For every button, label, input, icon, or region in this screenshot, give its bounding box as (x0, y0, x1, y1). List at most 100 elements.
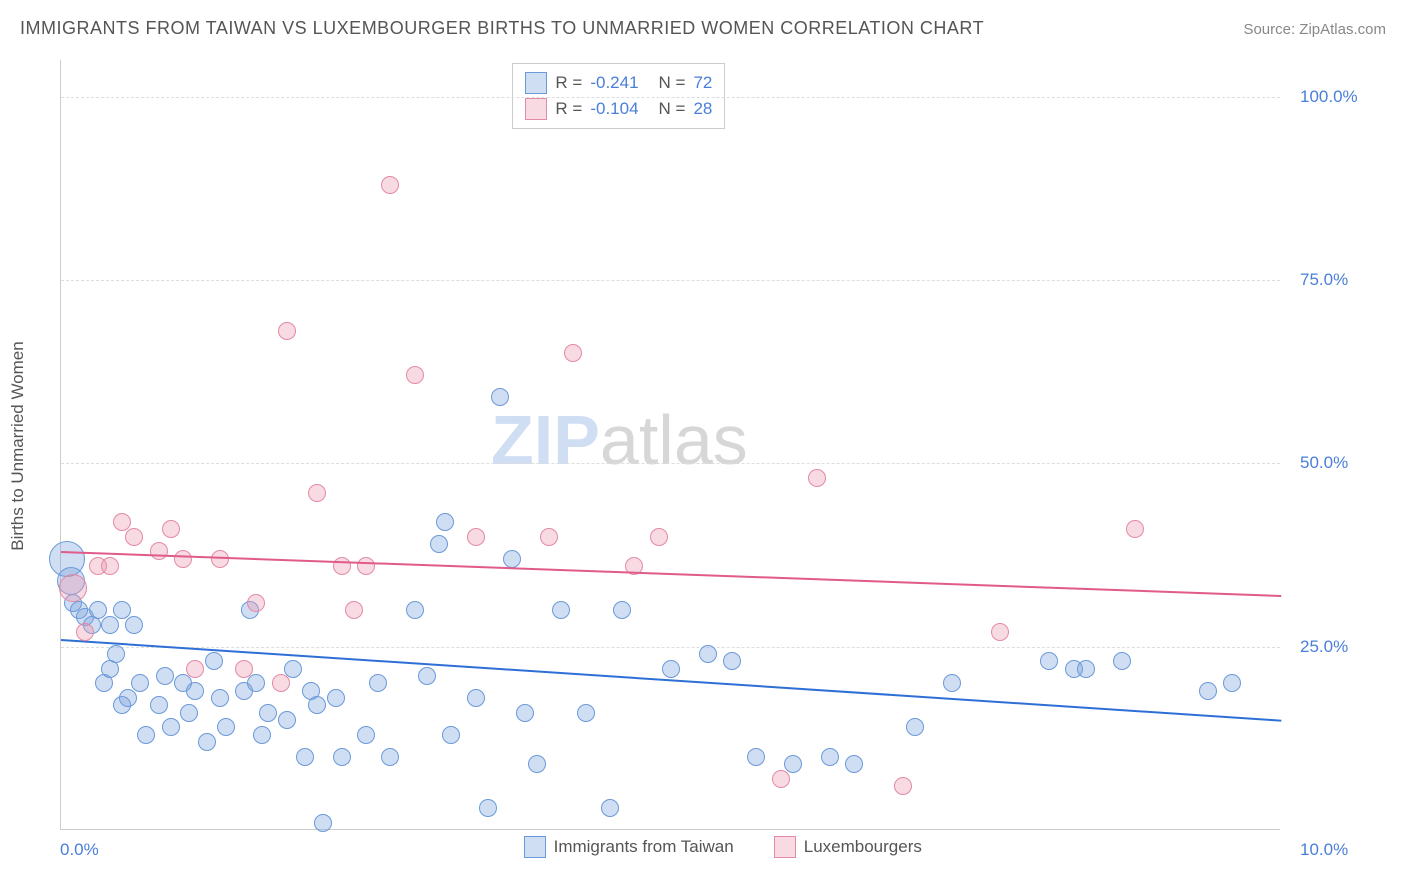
scatter-point-luxembourg (808, 469, 826, 487)
legend-r-label: R = (555, 99, 582, 119)
series-legend-item-taiwan: Immigrants from Taiwan (524, 836, 734, 858)
y-tick-label: 25.0% (1300, 637, 1348, 657)
scatter-point-luxembourg (174, 550, 192, 568)
scatter-point-luxembourg (772, 770, 790, 788)
scatter-point-taiwan (333, 748, 351, 766)
scatter-point-taiwan (150, 696, 168, 714)
gridline (61, 463, 1280, 464)
legend-swatch-taiwan (524, 836, 546, 858)
scatter-point-luxembourg (564, 344, 582, 362)
scatter-point-taiwan (845, 755, 863, 773)
scatter-point-taiwan (125, 616, 143, 634)
x-tick-label: 0.0% (60, 840, 99, 860)
legend-n-value: 28 (693, 99, 712, 119)
scatter-point-taiwan (211, 689, 229, 707)
scatter-point-luxembourg (278, 322, 296, 340)
x-tick-label: 10.0% (1300, 840, 1348, 860)
chart-header: IMMIGRANTS FROM TAIWAN VS LUXEMBOURGER B… (20, 18, 1386, 39)
trend-line-luxembourg (61, 551, 1281, 597)
scatter-point-taiwan (613, 601, 631, 619)
legend-r-value: -0.241 (590, 73, 638, 93)
scatter-point-taiwan (1223, 674, 1241, 692)
series-legend-label: Immigrants from Taiwan (554, 837, 734, 857)
scatter-point-luxembourg (59, 574, 87, 602)
scatter-point-luxembourg (540, 528, 558, 546)
scatter-point-taiwan (101, 616, 119, 634)
y-tick-label: 100.0% (1300, 87, 1358, 107)
scatter-point-luxembourg (186, 660, 204, 678)
scatter-point-luxembourg (162, 520, 180, 538)
scatter-point-taiwan (516, 704, 534, 722)
scatter-point-taiwan (119, 689, 137, 707)
scatter-point-taiwan (131, 674, 149, 692)
series-legend: Immigrants from Taiwan Luxembourgers (524, 836, 922, 858)
scatter-point-taiwan (747, 748, 765, 766)
scatter-point-taiwan (137, 726, 155, 744)
scatter-point-taiwan (442, 726, 460, 744)
scatter-point-taiwan (406, 601, 424, 619)
scatter-point-taiwan (436, 513, 454, 531)
legend-n-value: 72 (693, 73, 712, 93)
scatter-point-taiwan (259, 704, 277, 722)
scatter-point-taiwan (723, 652, 741, 670)
scatter-point-taiwan (205, 652, 223, 670)
scatter-point-taiwan (1113, 652, 1131, 670)
scatter-point-taiwan (479, 799, 497, 817)
scatter-point-luxembourg (991, 623, 1009, 641)
scatter-point-taiwan (107, 645, 125, 663)
scatter-point-luxembourg (650, 528, 668, 546)
scatter-point-taiwan (327, 689, 345, 707)
watermark-zip: ZIP (491, 401, 600, 479)
scatter-point-taiwan (357, 726, 375, 744)
scatter-point-luxembourg (357, 557, 375, 575)
scatter-point-luxembourg (333, 557, 351, 575)
scatter-point-taiwan (430, 535, 448, 553)
scatter-point-taiwan (528, 755, 546, 773)
scatter-point-luxembourg (150, 542, 168, 560)
y-tick-label: 75.0% (1300, 270, 1348, 290)
watermark-atlas: atlas (600, 401, 748, 479)
scatter-point-taiwan (278, 711, 296, 729)
correlation-legend-row-luxembourg: R =-0.104N =28 (525, 96, 712, 122)
scatter-point-taiwan (186, 682, 204, 700)
scatter-point-luxembourg (308, 484, 326, 502)
scatter-point-taiwan (381, 748, 399, 766)
scatter-point-taiwan (162, 718, 180, 736)
legend-r-label: R = (555, 73, 582, 93)
series-legend-item-luxembourg: Luxembourgers (774, 836, 922, 858)
scatter-point-taiwan (467, 689, 485, 707)
series-legend-label: Luxembourgers (804, 837, 922, 857)
scatter-point-taiwan (418, 667, 436, 685)
scatter-point-taiwan (906, 718, 924, 736)
scatter-point-taiwan (491, 388, 509, 406)
scatter-point-taiwan (1040, 652, 1058, 670)
legend-swatch-luxembourg (774, 836, 796, 858)
correlation-legend-row-taiwan: R = -0.241 N = 72 (525, 70, 712, 96)
legend-n-label: N = (659, 73, 686, 93)
scatter-point-taiwan (1077, 660, 1095, 678)
legend-swatch-luxembourg (525, 98, 547, 120)
y-axis-label: Births to Unmarried Women (8, 341, 28, 550)
scatter-point-luxembourg (1126, 520, 1144, 538)
scatter-point-taiwan (308, 696, 326, 714)
gridline (61, 280, 1280, 281)
scatter-point-taiwan (784, 755, 802, 773)
legend-r-value: -0.104 (590, 99, 638, 119)
scatter-point-taiwan (156, 667, 174, 685)
scatter-point-taiwan (821, 748, 839, 766)
scatter-point-taiwan (943, 674, 961, 692)
y-tick-label: 50.0% (1300, 453, 1348, 473)
trend-line-taiwan (61, 639, 1281, 722)
scatter-point-taiwan (247, 674, 265, 692)
chart-title: IMMIGRANTS FROM TAIWAN VS LUXEMBOURGER B… (20, 18, 984, 39)
gridline (61, 647, 1280, 648)
scatter-point-taiwan (296, 748, 314, 766)
scatter-point-luxembourg (406, 366, 424, 384)
scatter-point-taiwan (577, 704, 595, 722)
scatter-point-luxembourg (125, 528, 143, 546)
scatter-point-taiwan (217, 718, 235, 736)
gridline (61, 97, 1280, 98)
source-attribution: Source: ZipAtlas.com (1243, 21, 1386, 38)
scatter-point-taiwan (198, 733, 216, 751)
scatter-point-taiwan (314, 814, 332, 832)
